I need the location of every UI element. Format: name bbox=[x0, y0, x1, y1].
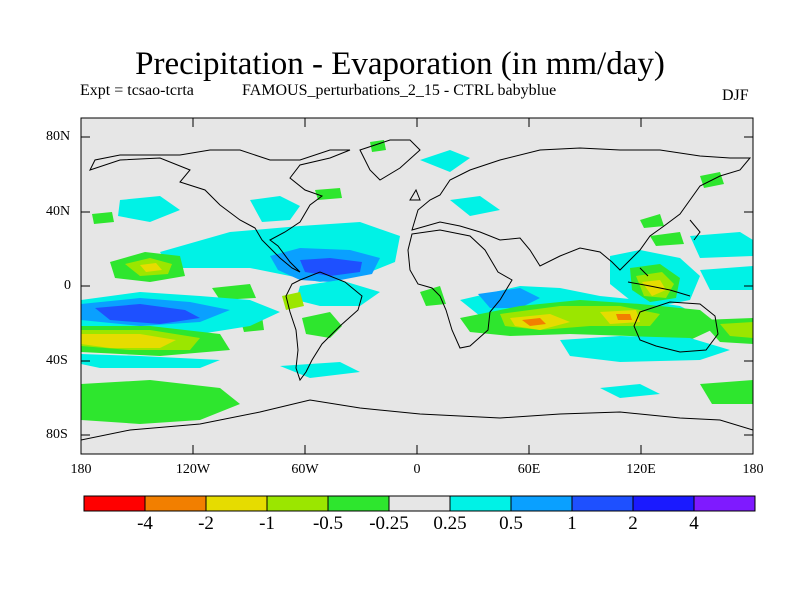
coastline-uk bbox=[409, 188, 421, 201]
x-tick-label: 60E bbox=[517, 462, 541, 477]
contour-region bbox=[700, 380, 753, 404]
x-tick-label: 60W bbox=[291, 462, 319, 477]
colorbar-tick-label: -0.25 bbox=[369, 513, 409, 534]
contour-region bbox=[640, 214, 664, 228]
colorbar-swatch bbox=[693, 495, 756, 512]
perturbation-label: FAMOUS_perturbations_2_15 - CTRL babyblu… bbox=[242, 82, 557, 99]
colorbar-swatch bbox=[205, 495, 268, 512]
y-tick-label: 80N bbox=[46, 129, 71, 144]
colorbar-tick-label: -0.5 bbox=[312, 513, 344, 534]
season-label: DJF bbox=[722, 87, 749, 104]
contour-region bbox=[420, 150, 470, 172]
colorbar-swatch bbox=[510, 495, 573, 512]
y-tick-label: 80S bbox=[46, 427, 68, 442]
colorbar bbox=[83, 495, 756, 512]
colorbar-swatch bbox=[144, 495, 207, 512]
colorbar-tick-label: 0.25 bbox=[433, 513, 467, 534]
contour-region bbox=[81, 380, 240, 424]
contour-region bbox=[700, 266, 753, 290]
coastline-eurasia bbox=[411, 147, 752, 271]
x-tick-label: 180 bbox=[742, 462, 764, 477]
contour-region bbox=[650, 232, 684, 246]
colorbar-swatch bbox=[327, 495, 390, 512]
colorbar-swatch bbox=[449, 495, 512, 512]
contour-region bbox=[280, 362, 360, 378]
contour-region bbox=[315, 188, 342, 200]
colorbar-tick-label: -1 bbox=[259, 513, 275, 534]
contour-region bbox=[81, 354, 220, 368]
plot-title: Precipitation - Evaporation (in mm/day) bbox=[135, 46, 665, 82]
contour-region bbox=[690, 232, 753, 258]
colorbar-tick-label: 1 bbox=[567, 513, 577, 534]
colorbar-tick-label: 2 bbox=[628, 513, 638, 534]
axis-ticks bbox=[81, 118, 753, 454]
y-tick-label: 40N bbox=[46, 204, 71, 219]
contour-region bbox=[478, 288, 540, 308]
contour-region bbox=[720, 322, 753, 338]
colorbar-swatch bbox=[266, 495, 329, 512]
x-tick-label: 120W bbox=[175, 462, 211, 477]
contour-region bbox=[300, 258, 362, 276]
y-tick-label: 40S bbox=[46, 353, 68, 368]
contour-region bbox=[522, 318, 546, 326]
contour-region bbox=[296, 280, 380, 306]
colorbar-tick-label: -2 bbox=[198, 513, 214, 534]
colorbar-swatch bbox=[632, 495, 695, 512]
contour-region bbox=[81, 334, 176, 348]
contour-region bbox=[95, 304, 200, 324]
colorbar-swatch bbox=[388, 495, 451, 512]
colorbar-swatch bbox=[571, 495, 634, 512]
coastline-south-america bbox=[285, 271, 363, 382]
x-tick-label: 120E bbox=[626, 462, 656, 477]
contour-region bbox=[92, 212, 114, 224]
contour-region bbox=[302, 312, 342, 338]
coastline-antarctica bbox=[81, 399, 753, 441]
contour-region bbox=[250, 196, 300, 222]
coastlines bbox=[81, 139, 753, 441]
contour-region bbox=[420, 286, 446, 306]
coastline-greenland bbox=[359, 139, 421, 181]
contour-fills bbox=[81, 140, 753, 424]
y-tick-label: 0 bbox=[64, 278, 71, 293]
colorbar-tick-label: 4 bbox=[689, 513, 699, 534]
coastline-africa bbox=[407, 229, 513, 349]
contour-region bbox=[212, 284, 256, 300]
contour-region bbox=[140, 263, 162, 272]
contour-region bbox=[118, 196, 180, 222]
colorbar-swatch bbox=[83, 495, 146, 512]
coastline-japan bbox=[689, 219, 701, 241]
coastline-indonesia bbox=[627, 267, 691, 297]
experiment-label: Expt = tcsao-tcrta bbox=[80, 82, 194, 99]
x-tick-label: 0 bbox=[413, 462, 421, 477]
contour-region bbox=[450, 196, 500, 216]
x-tick-label: 180 bbox=[70, 462, 92, 477]
colorbar-tick-label: -4 bbox=[137, 513, 153, 534]
coastline-australia bbox=[633, 301, 719, 353]
coastline-north-america bbox=[89, 149, 351, 273]
colorbar-tick-label: 0.5 bbox=[499, 513, 523, 534]
contour-region bbox=[616, 314, 632, 320]
contour-region bbox=[560, 336, 730, 362]
contour-region bbox=[600, 384, 660, 398]
contour-region bbox=[642, 280, 666, 296]
contour-region bbox=[282, 292, 304, 310]
